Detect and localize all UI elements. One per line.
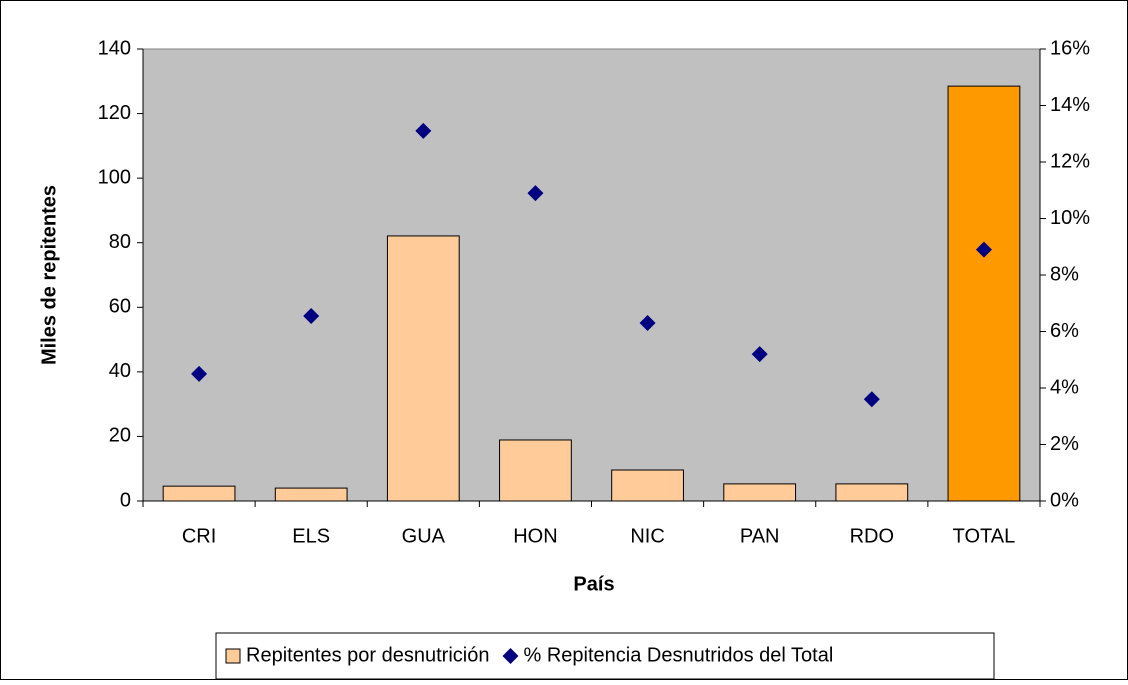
- point: [751, 346, 768, 363]
- bar: [723, 483, 797, 502]
- legend: Repitentes por desnutrición % Repitencia …: [215, 632, 995, 680]
- bar: [499, 439, 572, 502]
- legend-label: Repitentes por desnutrición: [246, 644, 489, 666]
- plot-area: [142, 48, 1041, 502]
- y-tick-label: 60: [109, 296, 131, 318]
- y-tick-label: 40: [109, 360, 131, 382]
- bar: [386, 235, 460, 502]
- y-tick-label: 120: [98, 102, 131, 124]
- y2-tick-label: 0%: [1050, 489, 1079, 511]
- y-tick-label: 100: [98, 166, 131, 188]
- x-tick-label: HON: [513, 525, 557, 547]
- x-tick-label: PAN: [740, 525, 780, 547]
- legend-swatch: [502, 648, 519, 664]
- bar: [162, 485, 236, 502]
- y2-tick-label: 4%: [1050, 376, 1079, 398]
- point: [975, 241, 992, 258]
- y2-tick-label: 8%: [1050, 263, 1079, 285]
- y-tick-label: 0: [120, 489, 131, 511]
- bar: [835, 483, 909, 502]
- y2-tick-label: 6%: [1050, 320, 1079, 342]
- legend-box: [215, 632, 995, 680]
- y2-tick-label: 10%: [1050, 207, 1090, 229]
- point: [527, 185, 544, 202]
- y-axis-title: Miles de repitentes: [38, 185, 60, 365]
- bar: [947, 85, 1021, 502]
- y2-tick-label: 16%: [1050, 37, 1090, 59]
- bar: [611, 469, 684, 502]
- point: [191, 365, 208, 382]
- legend-swatch: [225, 648, 241, 664]
- point: [639, 315, 656, 332]
- x-tick-label: GUA: [402, 525, 446, 547]
- x-tick-label: ELS: [292, 525, 330, 547]
- x-tick-label: NIC: [630, 525, 664, 547]
- y-tick-label: 140: [98, 37, 131, 59]
- y-tick-label: 80: [109, 231, 131, 253]
- y2-tick-label: 12%: [1050, 150, 1090, 172]
- x-tick-label: TOTAL: [953, 525, 1016, 547]
- point: [415, 122, 432, 139]
- y-tick-label: 20: [109, 425, 131, 447]
- y2-tick-label: 14%: [1050, 94, 1090, 116]
- x-tick-label: RDO: [850, 525, 894, 547]
- legend-label: % Repitencia Desnutridos del Total: [523, 644, 833, 666]
- point: [863, 391, 880, 408]
- x-axis-title: País: [573, 573, 614, 595]
- x-tick-label: CRI: [182, 525, 216, 547]
- point: [303, 307, 320, 324]
- y2-tick-label: 2%: [1050, 433, 1079, 455]
- bar: [274, 487, 348, 502]
